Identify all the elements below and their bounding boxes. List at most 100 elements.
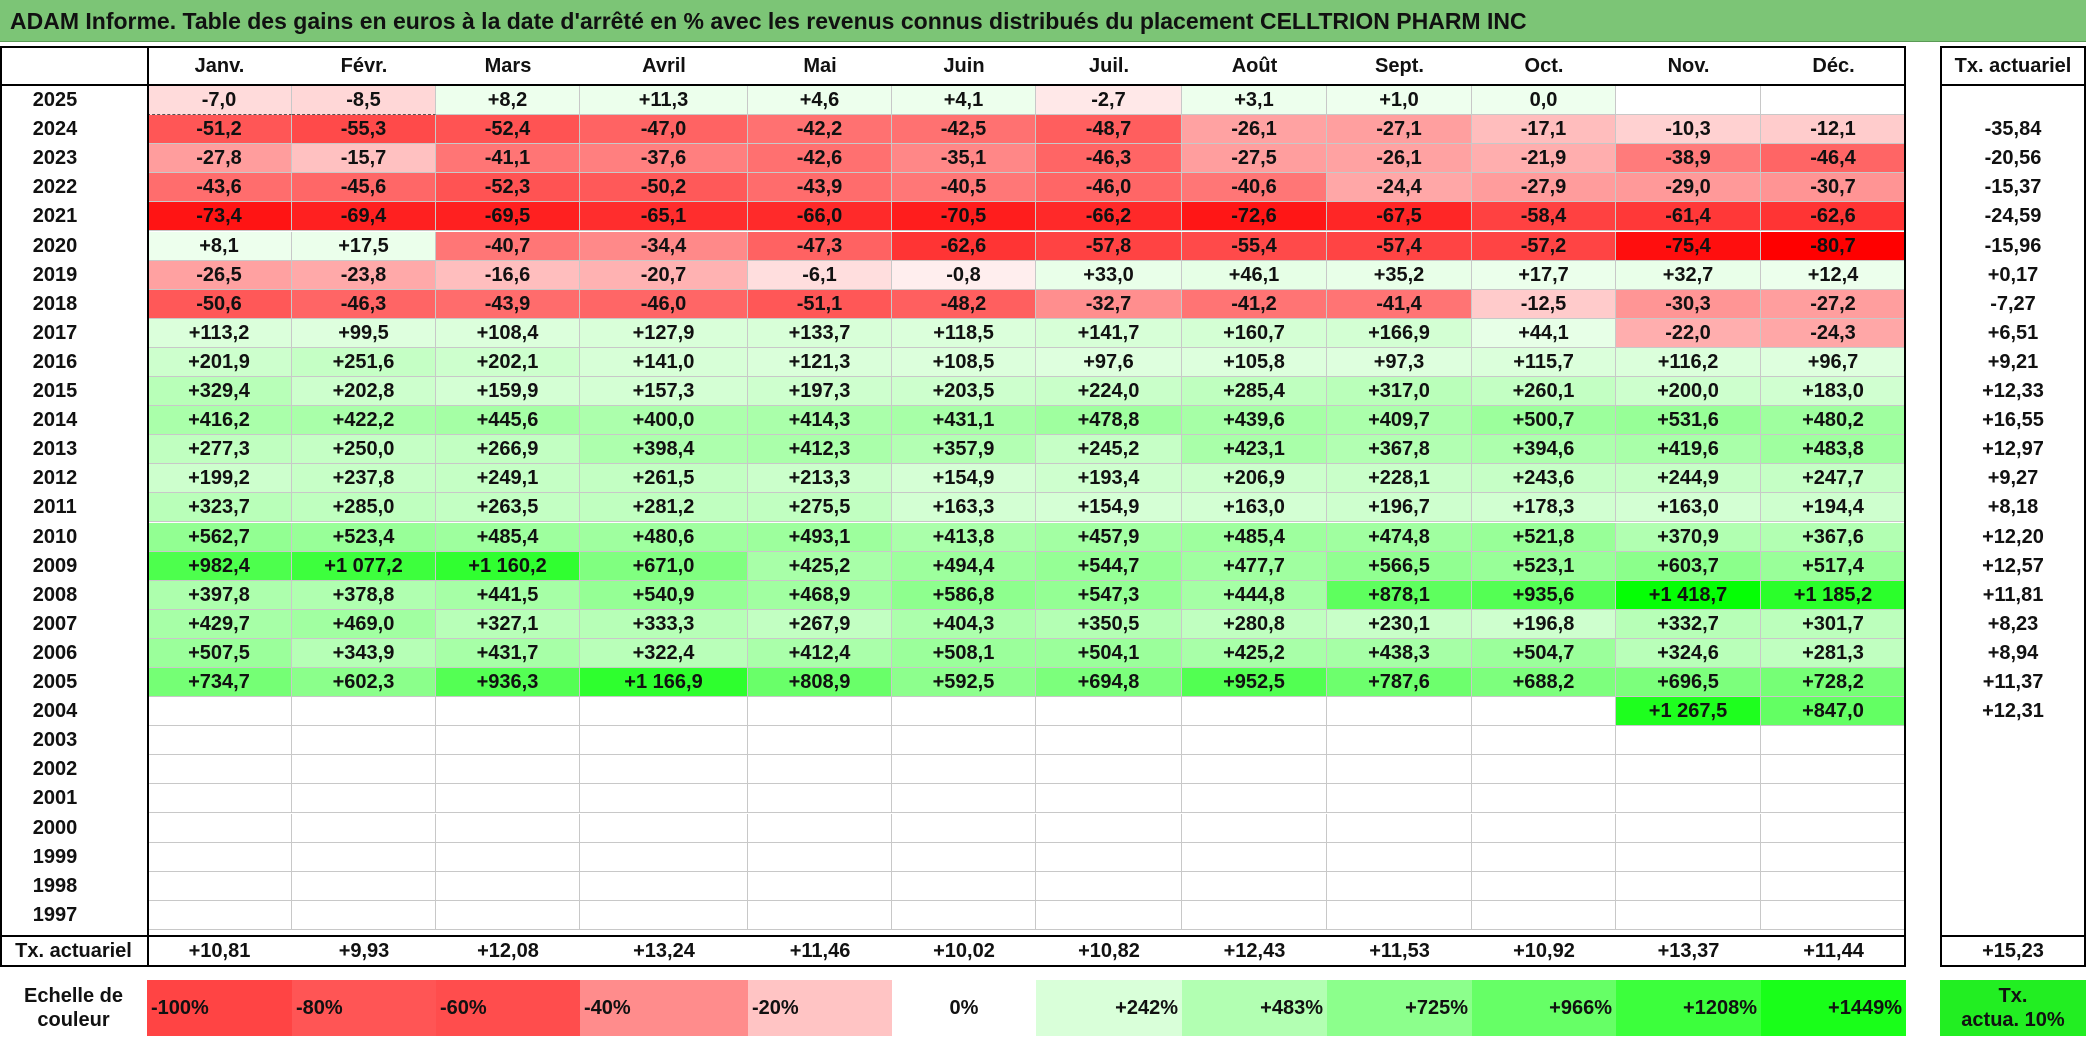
gain-cell: -40,6: [1182, 173, 1327, 203]
gain-cell: +480,6: [580, 522, 748, 552]
gain-cell: +523,1: [1472, 551, 1616, 581]
gain-cell: -50,6: [147, 289, 292, 319]
gain-cell: [892, 726, 1036, 756]
gain-cell: -2,7: [1036, 86, 1182, 116]
legend-swatch: 0%: [892, 980, 1036, 1036]
gain-cell: +696,5: [1616, 668, 1761, 698]
gain-cell: [1472, 842, 1616, 872]
gain-cell: +477,7: [1182, 551, 1327, 581]
gain-cell: +317,0: [1327, 377, 1472, 407]
gain-cell: -80,7: [1761, 231, 1906, 261]
gain-cell: -46,3: [1036, 144, 1182, 174]
gain-cell: +224,0: [1036, 377, 1182, 407]
gain-cell: +163,0: [1616, 493, 1761, 523]
tx-actuariel-value: [1940, 901, 2086, 930]
gain-cell: +141,7: [1036, 318, 1182, 348]
gain-cell: +562,7: [147, 522, 292, 552]
gain-cell: -62,6: [1761, 202, 1906, 232]
footer-tx-value: +12,08: [477, 940, 539, 962]
year-label: 2007: [32, 612, 78, 635]
gain-cell: -17,1: [1472, 115, 1616, 145]
year-label: 2024: [32, 118, 78, 141]
gain-cell: [1327, 726, 1472, 756]
gain-cell: [1036, 900, 1182, 930]
gain-cell: -52,3: [436, 173, 580, 203]
gain-cell: +1,0: [1327, 86, 1472, 116]
gain-cell: +118,5: [892, 318, 1036, 348]
gain-cell: +196,7: [1327, 493, 1472, 523]
gain-cell: +35,2: [1327, 260, 1472, 290]
gain-cell: [1616, 842, 1761, 872]
gain-cell: [1761, 784, 1906, 814]
gain-cell: +157,3: [580, 377, 748, 407]
gain-cell: [436, 871, 580, 901]
gain-cell: -22,0: [1616, 318, 1761, 348]
gain-cell: +263,5: [436, 493, 580, 523]
tx-actuariel-value: -15,96: [1984, 234, 2042, 257]
gain-cell: -35,1: [892, 144, 1036, 174]
gain-cell: +249,1: [436, 464, 580, 494]
gain-cell: -46,3: [292, 289, 436, 319]
gain-cell: +322,4: [580, 638, 748, 668]
gain-cell: [1036, 871, 1182, 901]
gain-cell: +787,6: [1327, 668, 1472, 698]
gain-cell: +12,4: [1761, 260, 1906, 290]
gain-cell: +166,9: [1327, 318, 1472, 348]
gain-cell: +517,4: [1761, 551, 1906, 581]
tx-actuariel-value: [1940, 872, 2086, 901]
gain-cell: [1182, 900, 1327, 930]
year-label: 2017: [32, 321, 78, 344]
gain-cell: +603,7: [1616, 551, 1761, 581]
year-label: 1997: [32, 903, 78, 926]
gain-cell: +586,8: [892, 580, 1036, 610]
tx-actuariel-value: +8,23: [1987, 612, 2039, 635]
gain-cell: -55,3: [292, 115, 436, 145]
gain-cell: -67,5: [1327, 202, 1472, 232]
gain-cell: [1182, 726, 1327, 756]
year-label: 1998: [32, 874, 78, 897]
legend-label-line1: Echelle de: [24, 985, 123, 1007]
gain-cell: -45,6: [292, 173, 436, 203]
gain-cell: +281,2: [580, 493, 748, 523]
gain-cell: [1761, 726, 1906, 756]
gain-cell: [292, 842, 436, 872]
tx-actuariel-value: +12,31: [1982, 700, 2044, 723]
gain-cell: +260,1: [1472, 377, 1616, 407]
gain-cell: +523,4: [292, 522, 436, 552]
gain-cell: -65,1: [580, 202, 748, 232]
gain-cell: +412,3: [748, 435, 892, 465]
gain-cell: -30,7: [1761, 173, 1906, 203]
gain-cell: +193,4: [1036, 464, 1182, 494]
gain-cell: +507,5: [147, 638, 292, 668]
footer-tx-total: +15,23: [1982, 940, 2044, 962]
gain-cell: +952,5: [1182, 668, 1327, 698]
gain-cell: [580, 726, 748, 756]
gain-cell: -37,6: [580, 144, 748, 174]
gain-cell: [1616, 871, 1761, 901]
legend-swatch: -20%: [748, 980, 892, 1036]
gain-cell: +280,8: [1182, 609, 1327, 639]
gain-cell: [748, 755, 892, 785]
footer-tx-value: +11,53: [1369, 940, 1430, 962]
gain-cell: +397,8: [147, 580, 292, 610]
gain-cell: +154,9: [1036, 493, 1182, 523]
gain-cell: +566,5: [1327, 551, 1472, 581]
gain-cell: +327,1: [436, 609, 580, 639]
gain-cell: +237,8: [292, 464, 436, 494]
gain-cell: [892, 755, 1036, 785]
gain-cell: -46,4: [1761, 144, 1906, 174]
gain-cell: -12,5: [1472, 289, 1616, 319]
gain-cell: [580, 842, 748, 872]
gain-cell: [892, 842, 1036, 872]
gain-cell: +728,2: [1761, 668, 1906, 698]
gain-cell: +4,6: [748, 86, 892, 116]
gain-cell: +429,7: [147, 609, 292, 639]
month-header: Mai: [803, 55, 837, 77]
gain-cell: +141,0: [580, 347, 748, 377]
gain-cell: [1616, 900, 1761, 930]
gain-cell: -42,6: [748, 144, 892, 174]
tx-actuariel-value: +16,55: [1982, 409, 2044, 432]
gain-cell: [1472, 784, 1616, 814]
gain-cell: [1472, 726, 1616, 756]
gain-cell: -48,2: [892, 289, 1036, 319]
